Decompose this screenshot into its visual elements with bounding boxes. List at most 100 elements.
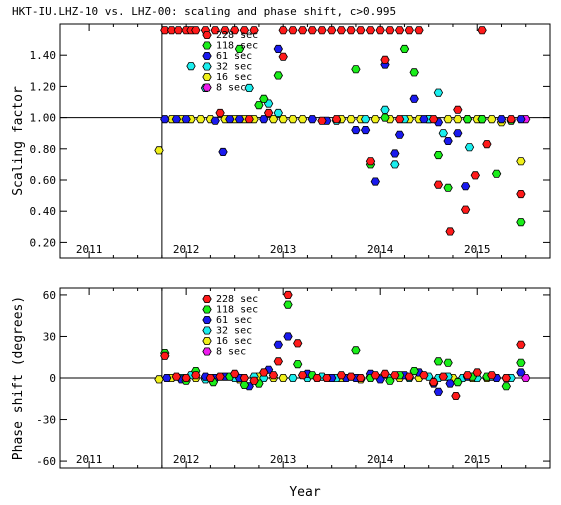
data-point — [443, 136, 453, 146]
data-point — [419, 115, 429, 124]
data-point — [404, 26, 414, 35]
data-point — [273, 357, 283, 366]
data-point — [171, 372, 182, 381]
x-tick-label: 2015 — [464, 243, 491, 256]
data-point — [173, 26, 184, 35]
scaling-points — [154, 26, 531, 236]
data-point — [462, 371, 473, 380]
legend-swatch — [202, 326, 212, 335]
data-point — [438, 129, 448, 138]
legend-label: 61 sec — [216, 51, 252, 62]
data-point — [317, 116, 327, 125]
data-point — [331, 115, 342, 124]
data-point — [249, 376, 259, 385]
data-point — [336, 371, 347, 380]
data-point — [218, 147, 228, 157]
data-point — [506, 115, 516, 124]
data-point — [516, 218, 526, 227]
x-axis-label: Year — [289, 485, 320, 500]
legend-label: 118 sec — [216, 41, 258, 52]
data-point — [356, 373, 366, 383]
x-tick-label: 2014 — [367, 243, 394, 256]
legend-swatch — [202, 62, 212, 71]
data-point — [516, 189, 526, 199]
data-point — [472, 368, 482, 377]
data-point — [375, 26, 385, 35]
y-tick-label: 0.60 — [30, 174, 57, 187]
legend-label: 8 sec — [216, 83, 246, 94]
data-point — [297, 371, 308, 380]
data-point — [283, 332, 293, 341]
data-point — [433, 88, 444, 97]
data-point — [516, 358, 526, 367]
data-point — [351, 126, 361, 135]
data-point — [370, 371, 380, 380]
data-point — [428, 378, 439, 387]
y-tick-label: -30 — [36, 414, 56, 427]
data-point — [451, 391, 461, 401]
data-point — [288, 373, 298, 383]
data-point — [351, 346, 361, 355]
data-point — [278, 52, 288, 61]
data-point — [196, 115, 206, 124]
data-point — [380, 113, 390, 122]
data-point — [162, 373, 172, 383]
scaling-axis-ticks — [60, 24, 550, 258]
data-point — [239, 380, 250, 390]
data-point — [273, 71, 283, 80]
data-point — [225, 115, 235, 124]
legend-swatch — [202, 294, 212, 304]
legend-label: 16 sec — [216, 72, 252, 83]
data-point — [273, 108, 283, 117]
data-point — [360, 115, 371, 124]
data-point — [496, 115, 507, 124]
data-point — [380, 105, 390, 114]
data-point — [414, 26, 424, 35]
data-point — [215, 372, 225, 381]
data-point — [460, 205, 471, 214]
data-point — [356, 26, 366, 35]
data-point — [346, 26, 356, 35]
data-point — [288, 26, 298, 35]
data-point — [516, 157, 526, 166]
data-point — [220, 26, 230, 35]
data-point — [336, 26, 347, 35]
data-point — [171, 115, 182, 124]
data-point — [322, 373, 332, 383]
data-point — [487, 371, 497, 380]
y-tick-label: 60 — [43, 289, 56, 302]
data-point — [273, 44, 283, 53]
data-point — [244, 83, 254, 92]
data-point — [470, 171, 480, 180]
legend-swatch — [202, 30, 212, 39]
data-point — [166, 26, 177, 35]
data-point — [181, 115, 191, 124]
x-tick-label: 2011 — [76, 453, 103, 466]
y-tick-label: 0.40 — [30, 205, 57, 218]
x-tick-label: 2014 — [367, 453, 394, 466]
data-point — [288, 115, 298, 124]
data-point — [404, 372, 414, 381]
legend-swatch — [202, 73, 212, 81]
scaling-factor-panel: 2011 2012 2013 2014 2015 0.20 0.40 0.60 0.80 1.00… — [11, 23, 551, 259]
data-point — [390, 371, 400, 380]
data-point — [399, 44, 410, 53]
data-point — [160, 351, 170, 360]
data-point — [365, 26, 376, 35]
data-point — [249, 26, 259, 35]
data-point — [297, 26, 308, 35]
data-point — [259, 368, 269, 377]
data-point — [283, 290, 293, 300]
legend-swatch — [202, 52, 212, 60]
x-tick-label: 2013 — [270, 453, 297, 466]
legend-label: 32 sec — [216, 62, 252, 73]
data-point — [516, 368, 526, 377]
data-point — [370, 177, 380, 186]
data-point — [390, 160, 400, 169]
y-tick-label: 1.40 — [30, 49, 57, 62]
data-point — [239, 373, 250, 383]
chart-title: HKT-IU.LHZ-10 vs. LHZ-00: scaling and ph… — [12, 5, 396, 18]
data-point — [365, 157, 376, 166]
